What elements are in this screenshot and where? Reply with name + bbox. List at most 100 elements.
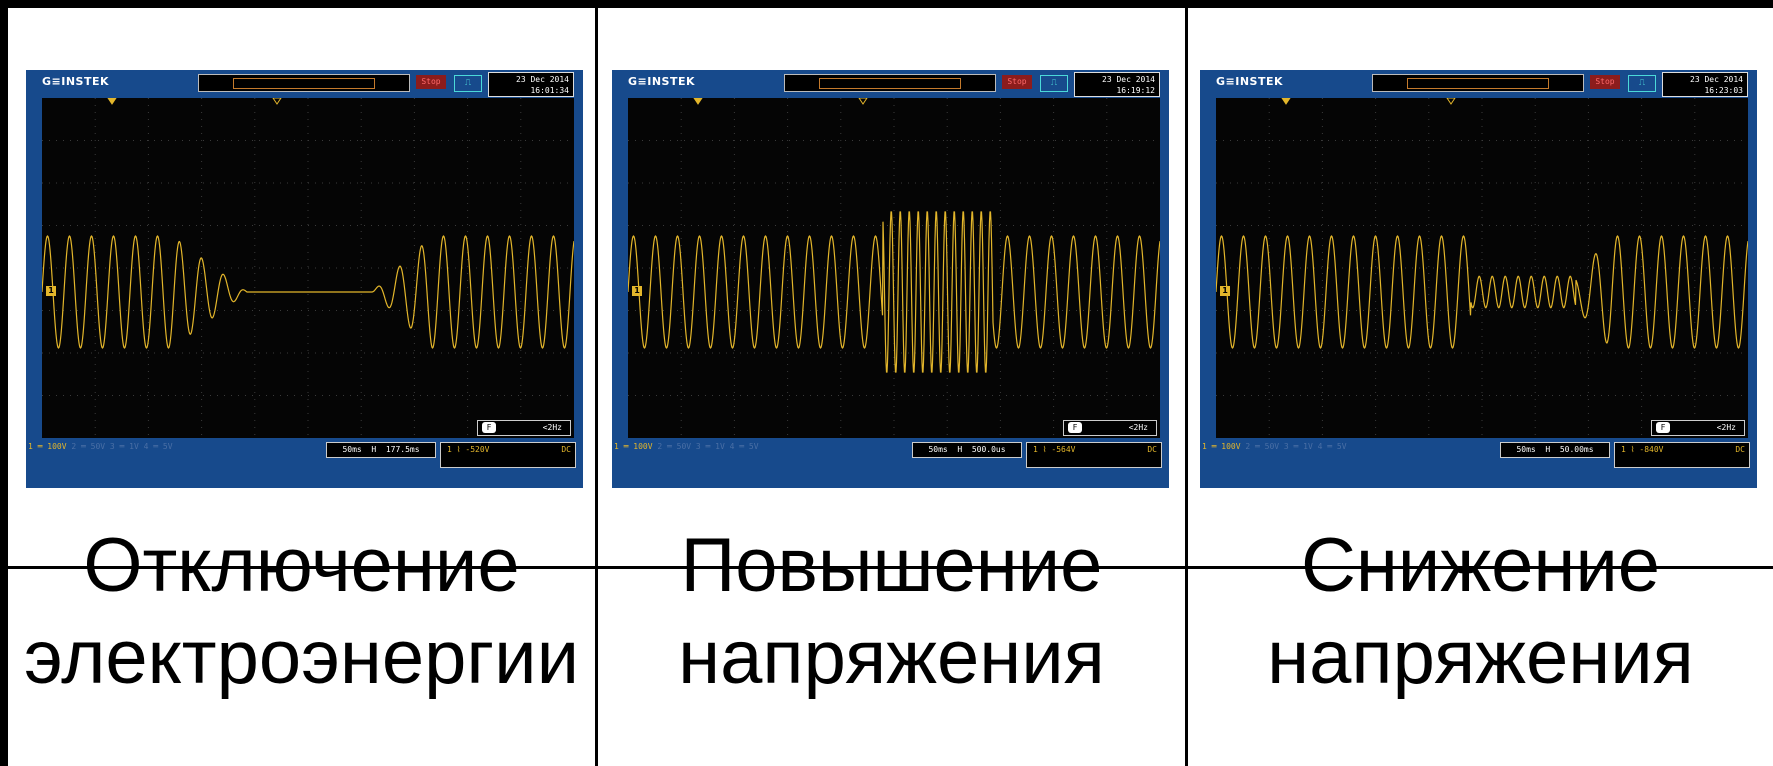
time-label: 16:23:03 <box>1704 86 1743 95</box>
channel-scales: 1 ═ 100V 2 ═ 50V 3 ═ 1V 4 ═ 5V <box>614 442 759 451</box>
trigger-level: -520V <box>465 445 490 454</box>
date-label: 23 Dec 2014 <box>1690 75 1743 84</box>
frequency-badge: F <2Hz <box>1063 420 1157 436</box>
oscilloscope-display: G≡INSTEK Stop ⎍ 23 Dec 2014 16:01:34 1 F… <box>26 70 583 488</box>
trigger-position-marker <box>693 98 703 105</box>
trigger-box: 1 ⌇ -564V DC <box>1026 442 1162 468</box>
caption-line-1: Снижение <box>1300 523 1661 608</box>
caption-line-2: напряжения <box>1267 615 1694 700</box>
channel-1-marker: 1 <box>46 286 56 296</box>
run-stop-badge: Stop <box>1590 75 1620 89</box>
other-channel-scales: 2 ═ 50V 3 ═ 1V 4 ═ 5V <box>657 442 759 451</box>
scope-status-bar: G≡INSTEK Stop ⎍ 23 Dec 2014 16:19:12 <box>612 70 1169 98</box>
trigger-edge-icon: ⎍ <box>1040 75 1068 92</box>
channel-1-marker: 1 <box>1220 286 1230 296</box>
frequency-badge: F <2Hz <box>1651 420 1745 436</box>
h-pos-icon: H <box>957 445 963 454</box>
f-icon: F <box>1656 422 1670 433</box>
h-pos-value: 500.0us <box>971 445 1006 454</box>
table-row-divider <box>0 566 1773 569</box>
trigger-level: -564V <box>1051 445 1076 454</box>
caption-line-2: электроэнергии <box>23 615 580 700</box>
channel-1-marker: 1 <box>632 286 642 296</box>
timebase-box: 50ms H 177.5ms <box>326 442 436 458</box>
brand-logo: G≡INSTEK <box>1216 75 1284 88</box>
coupling-label: DC <box>1147 445 1157 454</box>
scope-channel-bar: 1 ═ 100V 2 ═ 50V 3 ═ 1V 4 ═ 5V 50ms H 50… <box>1200 440 1757 488</box>
caption-cell: Отключение электроэнергии <box>8 510 595 766</box>
caption-line-1: Отключение <box>83 523 520 608</box>
caption-line-1: Повышение <box>680 523 1103 608</box>
waveform-screen: 1 <box>1216 98 1748 438</box>
scope-channel-bar: 1 ═ 100V 2 ═ 50V 3 ═ 1V 4 ═ 5V 50ms H 50… <box>612 440 1169 488</box>
table-divider-2 <box>1185 0 1188 766</box>
channel-scales: 1 ═ 100V 2 ═ 50V 3 ═ 1V 4 ═ 5V <box>1202 442 1347 451</box>
trigger-level: -840V <box>1639 445 1664 454</box>
trigger-position-marker <box>272 98 282 105</box>
waveform-overview <box>784 74 996 92</box>
frequency-value: <2Hz <box>1716 423 1736 432</box>
timebase-value: 50ms <box>928 445 948 454</box>
oscilloscope-screenshot: G≡INSTEK Stop ⎍ 23 Dec 2014 16:23:03 1 F… <box>1200 70 1757 488</box>
trigger-position-marker <box>1446 98 1456 105</box>
caption-cell: Снижение напряжения <box>1188 510 1773 766</box>
trigger-source-icon: 1 ⌇ <box>447 445 461 454</box>
caption-line-2: напряжения <box>678 615 1105 700</box>
timebase-value: 50ms <box>342 445 362 454</box>
date-label: 23 Dec 2014 <box>516 75 569 84</box>
trigger-box: 1 ⌇ -520V DC <box>440 442 576 468</box>
trigger-position-marker <box>858 98 868 105</box>
table-border-top <box>0 0 1773 8</box>
h-pos-icon: H <box>1545 445 1551 454</box>
waveform-screen: 1 <box>42 98 574 438</box>
frequency-value: <2Hz <box>1128 423 1148 432</box>
f-icon: F <box>482 422 496 433</box>
table-divider-1 <box>595 0 598 766</box>
time-label: 16:01:34 <box>530 86 569 95</box>
voltage-trace <box>42 235 574 349</box>
run-stop-badge: Stop <box>416 75 446 89</box>
ch1-scale: 1 ═ 100V <box>1202 442 1241 451</box>
caption-cell: Повышение напряжения <box>598 510 1185 766</box>
brand-logo: G≡INSTEK <box>628 75 696 88</box>
timebase-box: 50ms H 50.00ms <box>1500 442 1610 458</box>
waveform-overview <box>198 74 410 92</box>
other-channel-scales: 2 ═ 50V 3 ═ 1V 4 ═ 5V <box>1245 442 1347 451</box>
ch1-scale: 1 ═ 100V <box>28 442 67 451</box>
waveform-screen: 1 <box>628 98 1160 438</box>
other-channel-scales: 2 ═ 50V 3 ═ 1V 4 ═ 5V <box>71 442 173 451</box>
overview-window <box>819 78 961 89</box>
datetime-box: 23 Dec 2014 16:19:12 <box>1074 72 1160 97</box>
timebase-value: 50ms <box>1516 445 1536 454</box>
oscilloscope-screenshot: G≡INSTEK Stop ⎍ 23 Dec 2014 16:19:12 1 F… <box>612 70 1169 488</box>
timebase-box: 50ms H 500.0us <box>912 442 1022 458</box>
oscilloscope-display: G≡INSTEK Stop ⎍ 23 Dec 2014 16:19:12 1 F… <box>612 70 1169 488</box>
scope-status-bar: G≡INSTEK Stop ⎍ 23 Dec 2014 16:23:03 <box>1200 70 1757 98</box>
waveform-plot <box>1216 98 1748 438</box>
trigger-source-icon: 1 ⌇ <box>1621 445 1635 454</box>
trigger-edge-icon: ⎍ <box>1628 75 1656 92</box>
ch1-scale: 1 ═ 100V <box>614 442 653 451</box>
oscilloscope-screenshot: G≡INSTEK Stop ⎍ 23 Dec 2014 16:01:34 1 F… <box>26 70 583 488</box>
trigger-box: 1 ⌇ -840V DC <box>1614 442 1750 468</box>
frequency-badge: F <2Hz <box>477 420 571 436</box>
trigger-edge-icon: ⎍ <box>454 75 482 92</box>
table-border-left <box>0 0 8 766</box>
voltage-trace <box>628 211 1160 373</box>
overview-window <box>1407 78 1549 89</box>
voltage-trace <box>1216 235 1748 349</box>
channel-scales: 1 ═ 100V 2 ═ 50V 3 ═ 1V 4 ═ 5V <box>28 442 173 451</box>
frequency-value: <2Hz <box>542 423 562 432</box>
h-pos-icon: H <box>371 445 377 454</box>
f-icon: F <box>1068 422 1082 433</box>
waveform-plot <box>628 98 1160 438</box>
oscilloscope-display: G≡INSTEK Stop ⎍ 23 Dec 2014 16:23:03 1 F… <box>1200 70 1757 488</box>
brand-logo: G≡INSTEK <box>42 75 110 88</box>
h-pos-value: 50.00ms <box>1559 445 1594 454</box>
trigger-source-icon: 1 ⌇ <box>1033 445 1047 454</box>
coupling-label: DC <box>1735 445 1745 454</box>
datetime-box: 23 Dec 2014 16:01:34 <box>488 72 574 97</box>
trigger-position-marker <box>107 98 117 105</box>
overview-window <box>233 78 375 89</box>
